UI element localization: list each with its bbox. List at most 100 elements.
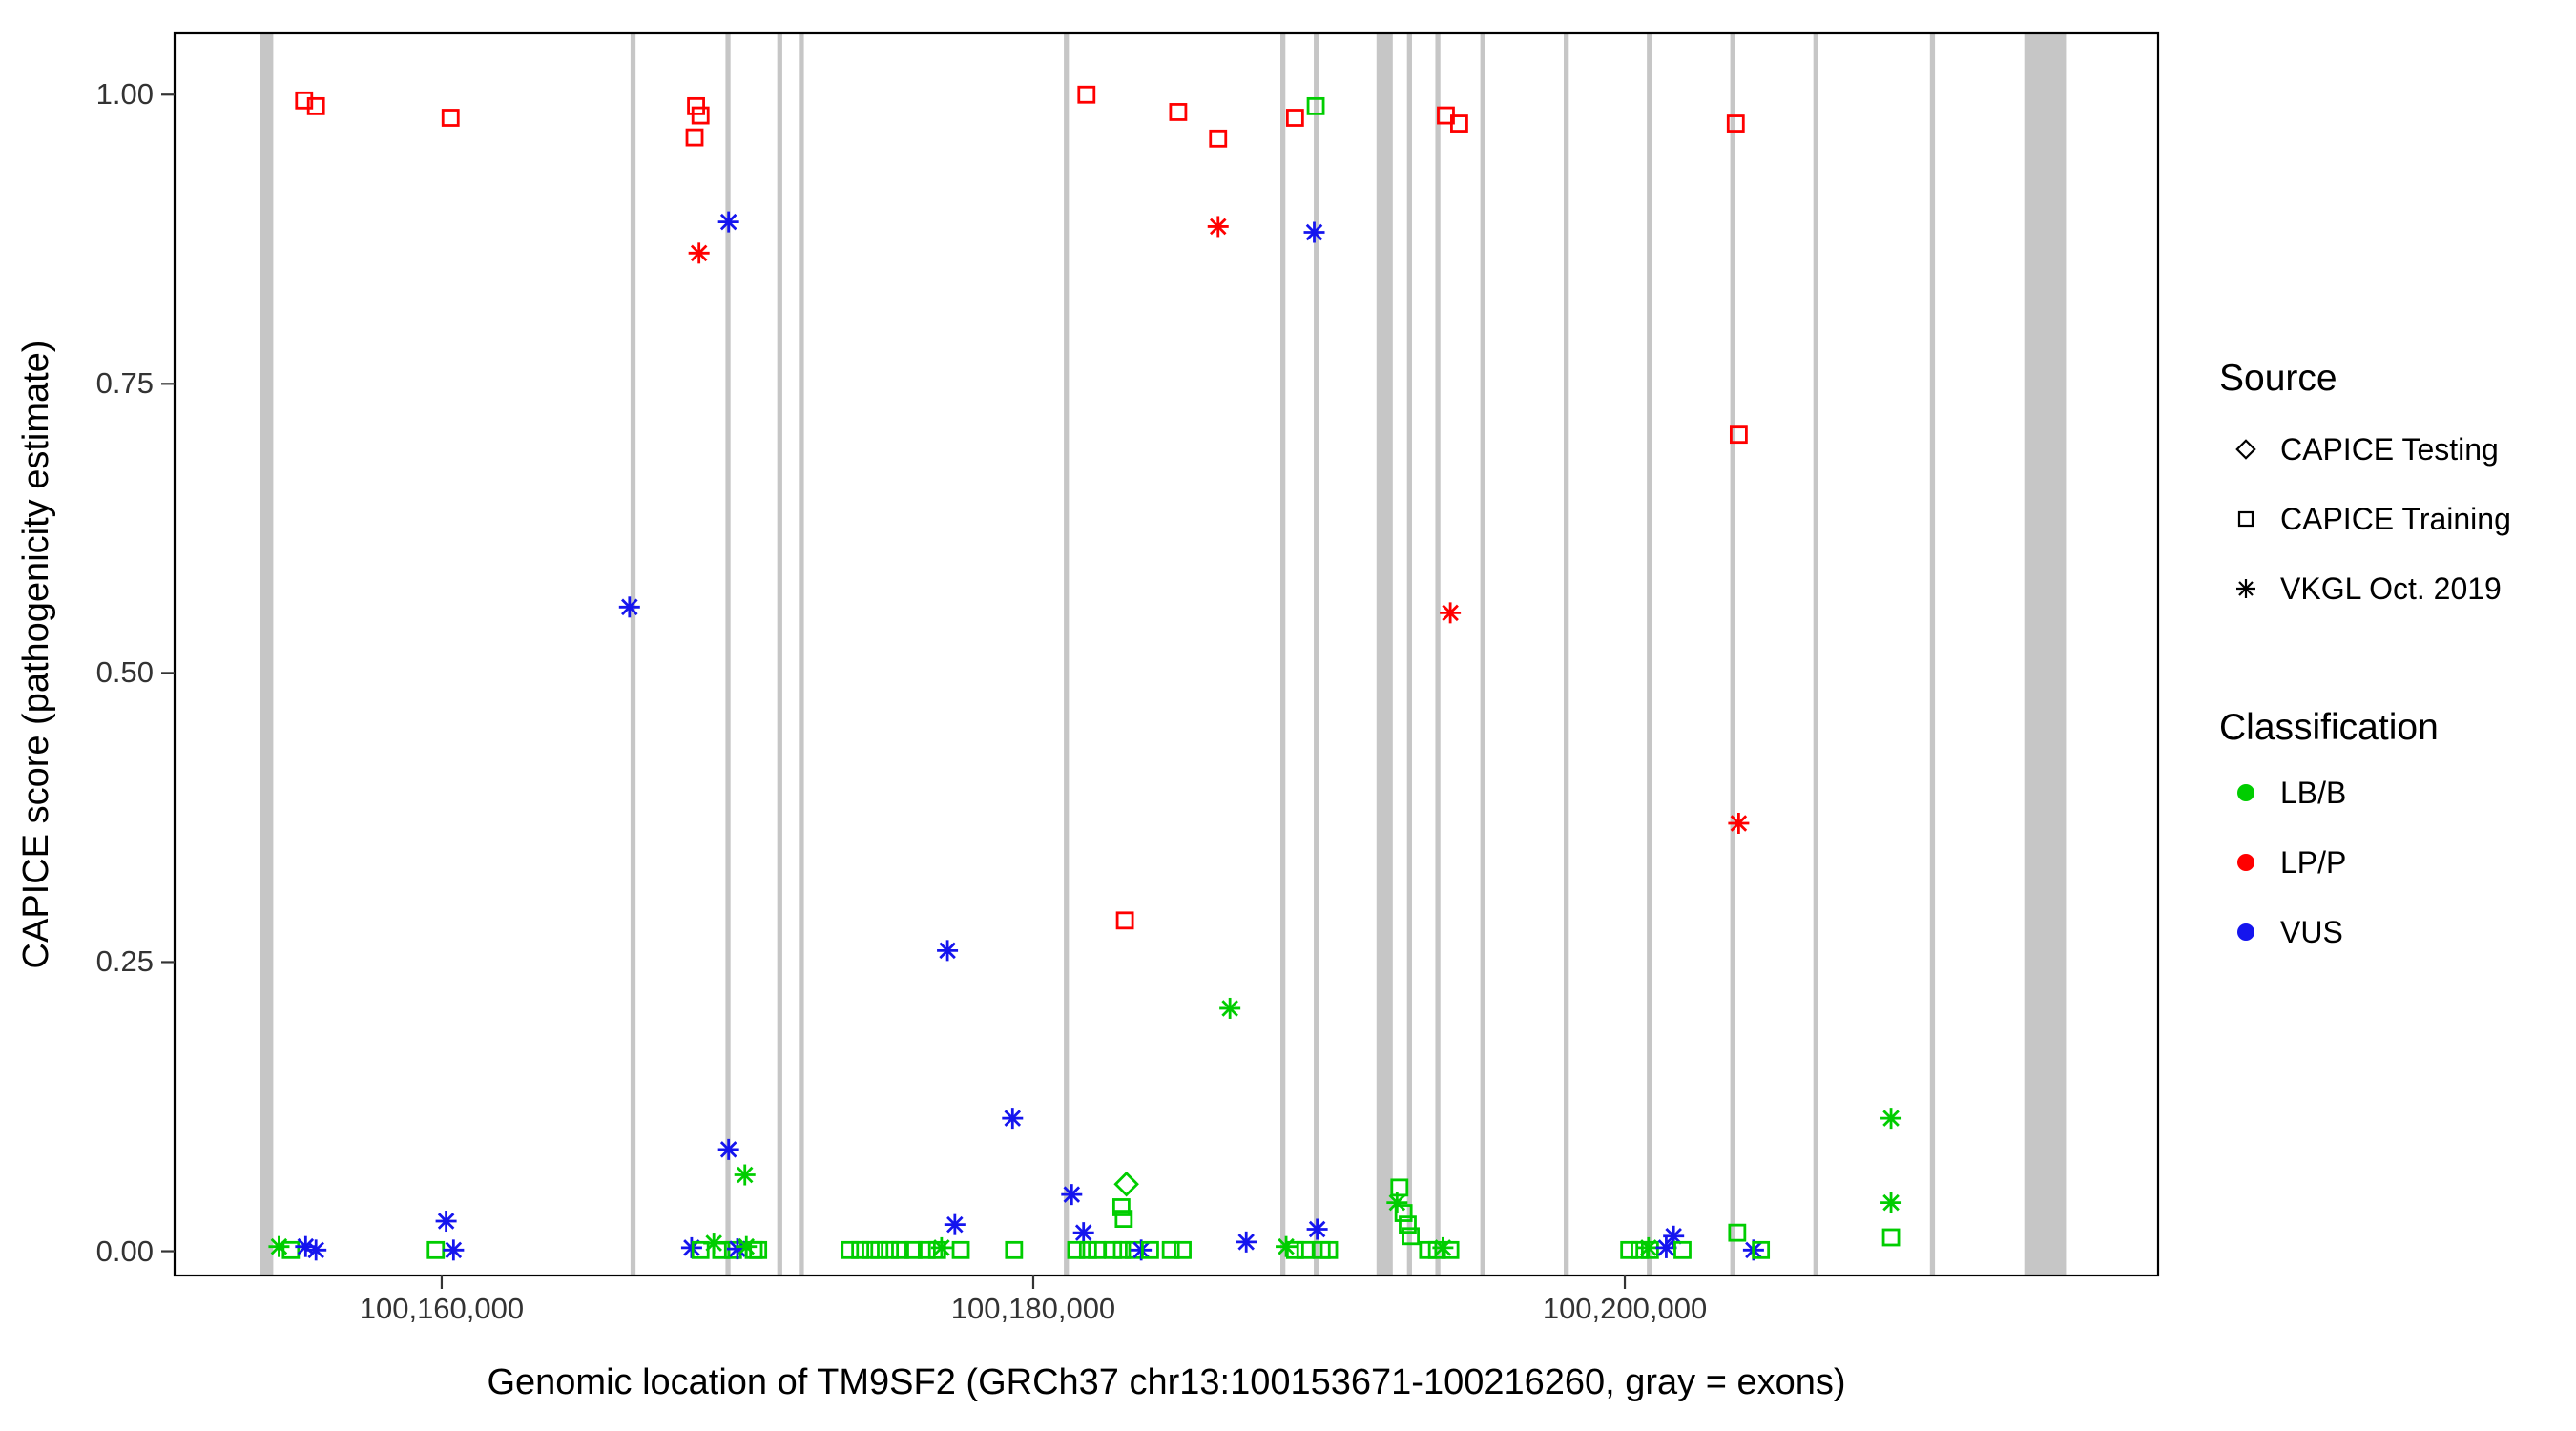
data-point-asterisk bbox=[1074, 1224, 1092, 1241]
data-point-square bbox=[1067, 1240, 1086, 1259]
y-tick-label: 0.25 bbox=[95, 944, 154, 979]
data-point-square bbox=[1752, 1240, 1771, 1259]
data-point-square bbox=[851, 1240, 870, 1259]
exon-bar bbox=[1064, 33, 1070, 1275]
diamond-icon bbox=[2235, 439, 2256, 460]
data-point-asterisk bbox=[939, 942, 956, 960]
data-point-square bbox=[1729, 425, 1748, 445]
data-point-diamond bbox=[1113, 1171, 1139, 1197]
legend-item-label: CAPICE Testing bbox=[2280, 431, 2499, 467]
data-point-square bbox=[1319, 1240, 1339, 1259]
data-point-square bbox=[841, 1240, 860, 1259]
data-point-square bbox=[685, 128, 704, 147]
data-point-square bbox=[1114, 1210, 1133, 1228]
exon-bar bbox=[260, 33, 274, 1275]
exon-bar bbox=[2024, 33, 2067, 1275]
data-point-square bbox=[1640, 1240, 1659, 1259]
data-point-asterisk bbox=[1388, 1193, 1406, 1212]
data-point-asterisk bbox=[1209, 218, 1227, 236]
data-point-square bbox=[426, 1240, 446, 1259]
data-point-asterisk bbox=[1730, 815, 1748, 832]
data-point-square bbox=[306, 96, 325, 115]
legend-item-lpp: LP/P bbox=[2225, 841, 2346, 883]
legend-source-title: Source bbox=[2219, 358, 2337, 399]
data-point-asterisk bbox=[437, 1213, 455, 1230]
data-point-square bbox=[441, 109, 460, 127]
data-point-square bbox=[1450, 114, 1468, 133]
data-point-asterisk bbox=[1882, 1110, 1900, 1127]
blue-dot-icon bbox=[2237, 923, 2254, 941]
data-point-square bbox=[1296, 1240, 1315, 1259]
data-point-asterisk bbox=[736, 1166, 754, 1184]
exon-bar bbox=[1647, 33, 1652, 1275]
data-point-square bbox=[281, 1240, 301, 1259]
exon-bar bbox=[1280, 33, 1286, 1275]
data-point-square bbox=[1077, 85, 1096, 104]
data-point-square bbox=[904, 1240, 923, 1259]
legend-item-label: LP/P bbox=[2280, 844, 2347, 880]
legend-item-label: VKGL Oct. 2019 bbox=[2280, 570, 2502, 606]
exon-bar bbox=[1813, 33, 1818, 1275]
panel-border bbox=[173, 31, 2160, 1277]
x-tick-label: 100,180,000 bbox=[950, 1292, 1116, 1325]
y-tick-label: 1.00 bbox=[95, 77, 154, 112]
legend-item-label: CAPICE Training bbox=[2280, 501, 2511, 536]
data-point-asterisk bbox=[719, 1141, 737, 1158]
y-tick-label: 0.50 bbox=[95, 655, 154, 690]
data-point-square bbox=[1285, 109, 1304, 127]
data-point-asterisk bbox=[1308, 1220, 1326, 1238]
data-point-square bbox=[1141, 1240, 1159, 1259]
data-point-square bbox=[295, 91, 314, 110]
data-point-asterisk bbox=[1237, 1234, 1255, 1251]
data-point-square bbox=[1161, 1240, 1180, 1259]
data-point-square bbox=[1112, 1240, 1132, 1259]
legend-item-lbb: LB/B bbox=[2225, 772, 2346, 814]
data-point-square bbox=[1394, 1204, 1413, 1222]
exon-bar bbox=[777, 33, 782, 1275]
legend-item-vus: VUS bbox=[2225, 911, 2343, 953]
data-point-square bbox=[917, 1240, 936, 1259]
square-icon bbox=[2237, 510, 2254, 528]
data-point-square bbox=[1209, 129, 1228, 148]
exon-bar bbox=[1480, 33, 1485, 1275]
data-point-asterisk bbox=[690, 244, 708, 262]
exon-bar bbox=[630, 33, 636, 1275]
data-point-square bbox=[870, 1240, 889, 1259]
data-point-asterisk bbox=[1004, 1110, 1022, 1127]
data-point-asterisk bbox=[1221, 1000, 1238, 1017]
data-point-square bbox=[1881, 1228, 1901, 1247]
data-point-square bbox=[1115, 911, 1134, 930]
data-point-asterisk bbox=[1657, 1239, 1675, 1256]
legend-item-label: LB/B bbox=[2280, 775, 2347, 810]
data-point-square bbox=[1306, 96, 1325, 115]
data-point-square bbox=[1005, 1240, 1024, 1259]
exon-bar bbox=[1929, 33, 1936, 1275]
legend-classification-title: Classification bbox=[2219, 707, 2439, 748]
data-point-square bbox=[1285, 1240, 1304, 1259]
legend-item-label: VUS bbox=[2280, 914, 2343, 949]
data-point-asterisk bbox=[1882, 1193, 1900, 1212]
data-point-square bbox=[951, 1240, 970, 1259]
data-point-square bbox=[691, 106, 710, 125]
data-point-square bbox=[1390, 1178, 1409, 1197]
data-point-square bbox=[1673, 1240, 1692, 1259]
data-point-square bbox=[1399, 1215, 1417, 1234]
asterisk-icon bbox=[2236, 579, 2255, 598]
data-point-square bbox=[1441, 1240, 1460, 1259]
data-point-asterisk bbox=[1305, 223, 1323, 241]
data-point-asterisk bbox=[621, 598, 638, 616]
x-tick-label: 100,200,000 bbox=[1542, 1292, 1708, 1325]
data-point-square bbox=[1111, 1198, 1131, 1216]
red-dot-icon bbox=[2237, 854, 2254, 871]
data-point-asterisk bbox=[297, 1237, 315, 1255]
legend-item-capice-testing: CAPICE Testing bbox=[2225, 428, 2499, 470]
exon-bar bbox=[1406, 33, 1412, 1275]
data-point-square bbox=[881, 1240, 900, 1259]
green-dot-icon bbox=[2237, 784, 2254, 801]
exon-bar bbox=[799, 33, 804, 1275]
y-tick-label: 0.00 bbox=[95, 1234, 154, 1268]
legend-item-vkgl: VKGL Oct. 2019 bbox=[2225, 568, 2502, 610]
data-point-asterisk bbox=[933, 1239, 950, 1256]
